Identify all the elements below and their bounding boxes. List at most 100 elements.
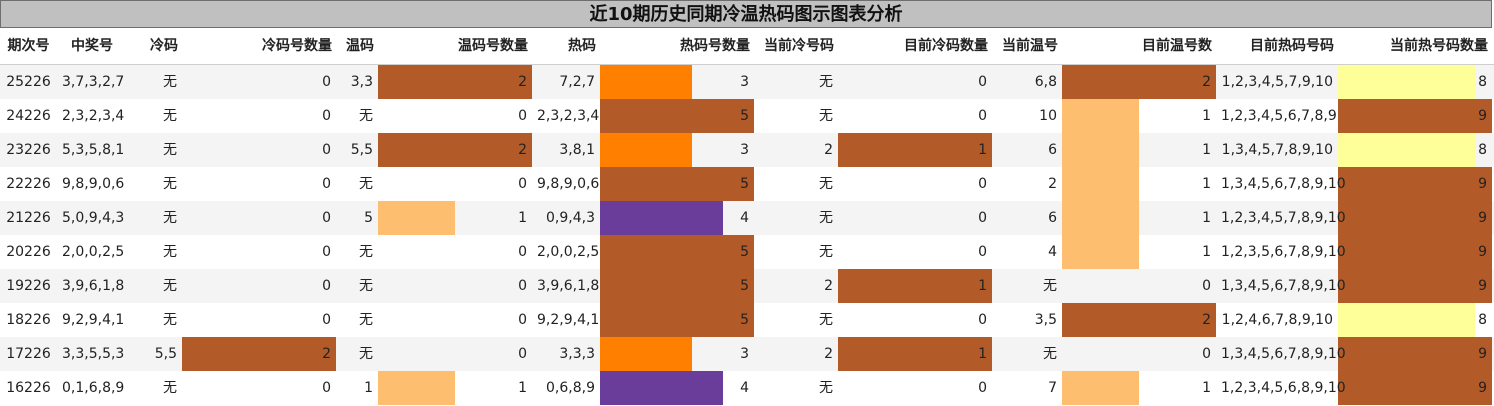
current-warm-count-bar xyxy=(1062,201,1139,235)
warm-numbers-cell: 无 xyxy=(336,167,378,201)
winning-numbers-cell: 3,9,6,1,8 xyxy=(57,269,127,303)
warm-count-value: 2 xyxy=(518,142,527,158)
period-cell: 16226 xyxy=(0,371,57,405)
cold-count-value: 0 xyxy=(322,142,331,158)
current-hot-numbers-value: 1,3,4,5,6,7,8,9,10 xyxy=(1221,278,1346,294)
hot-count-bar xyxy=(600,201,723,235)
cold-numbers-cell: 无 xyxy=(127,269,182,303)
header-hot-count: 热码号数量 xyxy=(680,38,750,54)
current-warm-count-bar xyxy=(1062,371,1139,405)
period-value: 16226 xyxy=(6,380,51,396)
hot-count-value: 3 xyxy=(740,74,749,90)
hot-numbers-cell: 3,8,1 xyxy=(532,133,600,167)
current-hot-count-bar xyxy=(1338,99,1492,133)
current-hot-count-cell: 8 xyxy=(1338,65,1492,99)
current-cold-numbers-cell: 2 xyxy=(754,269,838,303)
current-cold-count-cell: 0 xyxy=(838,167,992,201)
current-warm-count-value: 2 xyxy=(1202,312,1211,328)
cold-numbers-value: 无 xyxy=(163,210,177,226)
current-hot-numbers-cell: 1,2,3,4,5,7,9,10 xyxy=(1216,65,1338,99)
current-hot-numbers-cell: 1,3,4,5,6,7,8,9,10 xyxy=(1216,269,1346,303)
period-value: 25226 xyxy=(6,74,51,90)
winning-numbers-value: 0,1,6,8,9 xyxy=(62,380,125,396)
cold-count-cell: 0 xyxy=(182,65,336,99)
cold-count-value: 0 xyxy=(322,74,331,90)
current-hot-count-cell: 9 xyxy=(1338,337,1492,371)
current-cold-count-bar xyxy=(838,133,992,167)
warm-numbers-value: 3,3 xyxy=(350,74,373,90)
warm-numbers-value: 无 xyxy=(359,346,373,362)
current-warm-numbers-cell: 7 xyxy=(992,371,1062,405)
table-row: 21226 5,0,9,4,3 无 0 5 1 0,9,4,3 4 无 0 6 1 1,2,3,4,5,… xyxy=(0,201,1494,235)
hot-numbers-value: 2,0,0,2,5 xyxy=(537,244,600,260)
current-hot-count-bar xyxy=(1338,371,1492,405)
header-current-cold-count: 目前冷码数量 xyxy=(904,38,988,54)
current-hot-count-value: 9 xyxy=(1478,176,1487,192)
warm-count-value: 1 xyxy=(518,210,527,226)
current-cold-count-bar xyxy=(838,269,992,303)
current-warm-numbers-cell: 6,8 xyxy=(992,65,1062,99)
cold-count-cell: 0 xyxy=(182,371,336,405)
warm-numbers-value: 5 xyxy=(364,210,373,226)
current-hot-numbers-cell: 1,3,4,5,6,7,8,9,10 xyxy=(1216,167,1346,201)
current-warm-numbers-cell: 10 xyxy=(992,99,1062,133)
hot-count-cell: 5 xyxy=(600,99,754,133)
current-warm-numbers-cell: 4 xyxy=(992,235,1062,269)
hot-numbers-cell: 2,3,2,3,4 xyxy=(532,99,600,133)
hot-numbers-cell: 2,0,0,2,5 xyxy=(532,235,600,269)
cold-count-cell: 0 xyxy=(182,133,336,167)
current-hot-numbers-cell: 1,2,3,4,5,6,8,9,10 xyxy=(1216,371,1346,405)
warm-numbers-cell: 3,3 xyxy=(336,65,378,99)
warm-numbers-value: 无 xyxy=(359,244,373,260)
current-hot-count-value: 9 xyxy=(1478,108,1487,124)
warm-count-cell: 0 xyxy=(378,235,532,269)
current-warm-numbers-cell: 6 xyxy=(992,201,1062,235)
warm-count-value: 0 xyxy=(518,108,527,124)
header-cold-count: 冷码号数量 xyxy=(262,38,332,54)
period-cell: 24226 xyxy=(0,99,57,133)
hot-count-bar xyxy=(600,99,754,133)
current-warm-count-cell: 1 xyxy=(1062,371,1216,405)
header-current-warm-count: 目前温号数 xyxy=(1142,38,1212,54)
table-row: 23226 5,3,5,8,1 无 0 5,5 2 3,8,1 3 2 1 6 1 1,3,4,5,7,… xyxy=(0,133,1494,167)
cold-numbers-cell: 无 xyxy=(127,65,182,99)
header-period: 期次号 xyxy=(7,38,50,54)
current-hot-count-cell: 8 xyxy=(1338,133,1492,167)
current-warm-count-bar xyxy=(1062,167,1139,201)
hot-numbers-value: 0,9,4,3 xyxy=(546,210,595,226)
current-cold-numbers-cell: 无 xyxy=(754,303,838,337)
cold-count-value: 0 xyxy=(322,278,331,294)
table-header: 期次号 中奖号 冷码 冷码号数量 温码 温码号数量 热码 热码号数量 当前冷号码 目前冷码数量 当前… xyxy=(0,28,1494,65)
warm-count-value: 0 xyxy=(518,278,527,294)
hot-count-value: 5 xyxy=(740,108,749,124)
current-warm-numbers-cell: 无 xyxy=(992,337,1062,371)
table-row: 20226 2,0,0,2,5 无 0 无 0 2,0,0,2,5 5 无 0 4 1 1,2,3,5,… xyxy=(0,235,1494,269)
winning-numbers-cell: 5,3,5,8,1 xyxy=(57,133,127,167)
current-warm-numbers-value: 7 xyxy=(1048,380,1057,396)
current-cold-count-cell: 0 xyxy=(838,303,992,337)
warm-count-cell: 1 xyxy=(378,201,532,235)
current-warm-count-cell: 2 xyxy=(1062,303,1216,337)
current-warm-numbers-value: 2 xyxy=(1048,176,1057,192)
hot-numbers-value: 3,3,3 xyxy=(559,346,595,362)
current-hot-numbers-cell: 1,2,3,5,6,7,8,9,10 xyxy=(1216,235,1346,269)
current-cold-numbers-cell: 无 xyxy=(754,99,838,133)
current-hot-count-bar xyxy=(1338,201,1492,235)
current-hot-count-cell: 9 xyxy=(1338,371,1492,405)
header-cold-numbers: 冷码 xyxy=(150,38,178,54)
current-warm-numbers-value: 3,5 xyxy=(1034,312,1057,328)
winning-numbers-cell: 2,3,2,3,4 xyxy=(57,99,127,133)
hot-numbers-value: 9,2,9,4,1 xyxy=(537,312,600,328)
current-hot-count-value: 9 xyxy=(1478,244,1487,260)
warm-numbers-value: 5,5 xyxy=(350,142,373,158)
current-hot-numbers-value: 1,2,3,4,5,6,7,8,9 xyxy=(1221,108,1337,124)
hot-numbers-value: 7,2,7 xyxy=(559,74,595,90)
current-warm-numbers-value: 6,8 xyxy=(1034,74,1057,90)
cold-numbers-cell: 无 xyxy=(127,133,182,167)
hot-numbers-cell: 0,6,8,9 xyxy=(532,371,600,405)
warm-numbers-cell: 无 xyxy=(336,99,378,133)
winning-numbers-value: 9,2,9,4,1 xyxy=(62,312,125,328)
current-warm-count-cell: 0 xyxy=(1062,337,1216,371)
current-warm-numbers-value: 6 xyxy=(1048,210,1057,226)
cold-numbers-cell: 无 xyxy=(127,99,182,133)
